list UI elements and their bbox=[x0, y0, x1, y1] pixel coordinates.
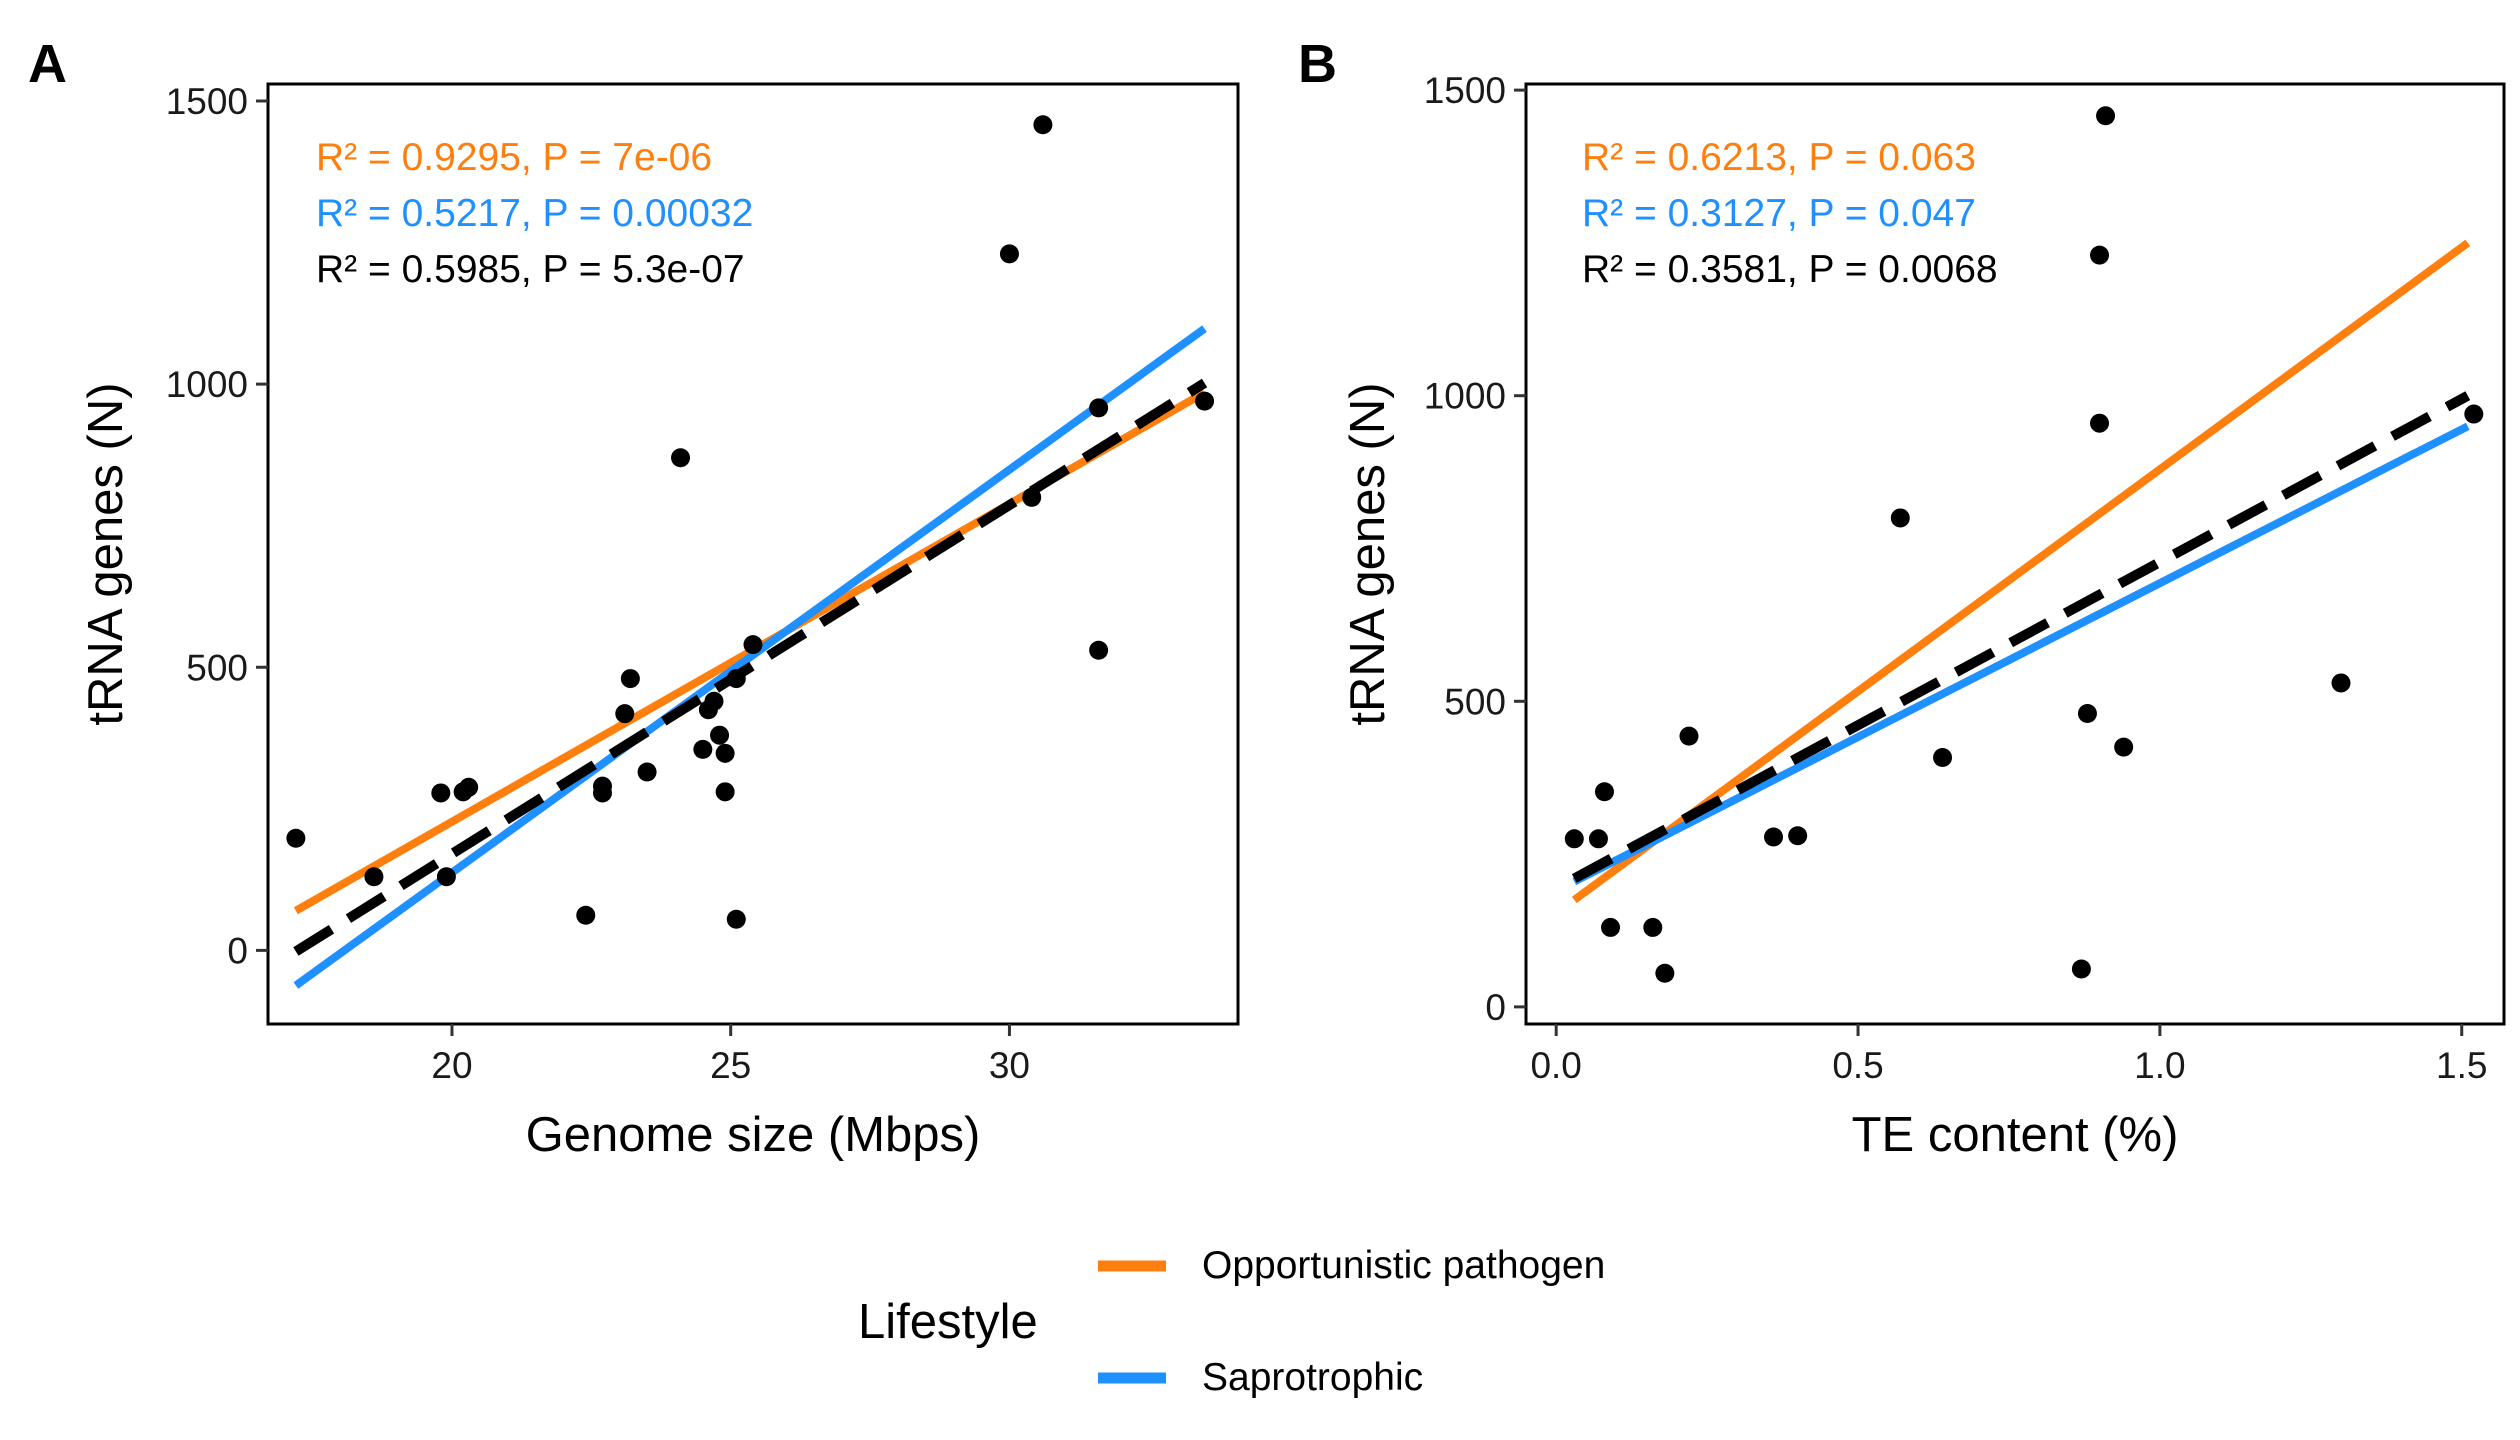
panel-a-y-tick-label-0: 0 bbox=[227, 930, 248, 971]
panel-a-annotation-saprotrophic: R² = 0.5217, P = 0.00032 bbox=[316, 192, 753, 235]
panel-a-point-17 bbox=[715, 743, 735, 763]
panel-b-fit-line-opportunistic bbox=[1571, 239, 2471, 904]
panel-a-y-axis-title: tRNA genes (N) bbox=[79, 382, 133, 725]
panel-a-point-5 bbox=[459, 777, 479, 797]
panel-a-point-25 bbox=[1089, 398, 1109, 418]
panel-a-point-11 bbox=[637, 762, 657, 782]
panel-a-x-tick-label-1: 25 bbox=[710, 1045, 751, 1086]
panel-a-point-1 bbox=[364, 867, 384, 887]
panel-b-annotation-overall: R² = 0.3581, P = 0.0068 bbox=[1582, 248, 1998, 291]
panel-a-annotation-opportunistic: R² = 0.9295, P = 7e-06 bbox=[316, 136, 712, 179]
panel-b-y-tick-label-1: 500 bbox=[1444, 681, 1506, 722]
panel-b-point-2 bbox=[1594, 782, 1614, 802]
panel-b-fit-line-overall bbox=[1571, 391, 2471, 883]
legend-label-saprotrophic: Saprotrophic bbox=[1202, 1356, 1423, 1399]
panel-b-point-3 bbox=[1601, 917, 1621, 937]
panel-b-x-tick-label-1: 0.5 bbox=[1832, 1045, 1883, 1086]
panel-a-annotation-overall: R² = 0.5985, P = 5.3e-07 bbox=[316, 248, 745, 291]
panel-b-point-9 bbox=[1890, 508, 1910, 528]
panel-b-point-4 bbox=[1643, 917, 1663, 937]
panel-b-annotation-saprotrophic: R² = 0.3127, P = 0.047 bbox=[1582, 192, 1976, 235]
panel-b-y-tick-label-3: 1500 bbox=[1424, 70, 1506, 111]
panel-a-x-axis-title: Genome size (Mbps) bbox=[526, 1108, 981, 1162]
panel-a-point-13 bbox=[693, 739, 713, 759]
panel-a-y-tick-label-1: 500 bbox=[186, 647, 248, 688]
legend-title: Lifestyle bbox=[858, 1295, 1038, 1349]
panel-b-point-6 bbox=[1679, 726, 1699, 746]
legend-label-opportunistic: Opportunistic pathogen bbox=[1202, 1244, 1605, 1287]
panel-a-point-16 bbox=[710, 725, 730, 745]
panel-a-point-27 bbox=[1195, 391, 1215, 411]
panel-b-point-15 bbox=[2096, 106, 2116, 126]
panel-b-point-5 bbox=[1655, 963, 1675, 983]
panel-a-point-18 bbox=[715, 782, 735, 802]
panel-a-x-ticks: 20 25 30 bbox=[431, 1024, 1030, 1086]
panel-a-point-21 bbox=[743, 635, 763, 655]
panel-a: A 20 25 30 0 500 1000 1500 R² = 0.9295, P = 7… bbox=[28, 34, 1240, 1162]
panel-b-point-1 bbox=[1588, 829, 1608, 849]
panel-b-point-11 bbox=[2071, 959, 2091, 979]
panel-b-point-0 bbox=[1564, 829, 1584, 849]
panel-b-point-17 bbox=[2331, 673, 2351, 693]
panel-a-points bbox=[286, 115, 1215, 929]
panel-b-point-18 bbox=[2464, 404, 2484, 424]
panel-a-point-6 bbox=[576, 905, 596, 925]
panel-a-point-9 bbox=[615, 704, 635, 724]
panel-a-letter: A bbox=[28, 34, 67, 94]
panel-a-y-ticks: 0 500 1000 1500 bbox=[166, 81, 268, 971]
panel-b-x-tick-label-0: 0.0 bbox=[1530, 1045, 1581, 1086]
panel-b-fit-lines bbox=[1571, 239, 2471, 904]
panel-b-x-axis-title: TE content (%) bbox=[1852, 1108, 2179, 1162]
panel-a-point-8 bbox=[592, 783, 612, 803]
panel-a-point-12 bbox=[671, 448, 691, 468]
panel-b-point-13 bbox=[2090, 413, 2110, 433]
panel-a-point-24 bbox=[1033, 115, 1053, 135]
panel-a-point-10 bbox=[620, 669, 640, 689]
panel-a-fit-line-saprotrophic bbox=[293, 325, 1207, 989]
panel-b-annotation-opportunistic: R² = 0.6213, P = 0.063 bbox=[1582, 136, 1976, 179]
panel-a-point-3 bbox=[436, 867, 456, 887]
panel-b-fit-line-saprotrophic bbox=[1572, 422, 2470, 886]
panel-a-point-2 bbox=[431, 783, 451, 803]
panel-a-x-tick-label-0: 20 bbox=[431, 1045, 472, 1086]
panel-a-point-15 bbox=[704, 691, 724, 711]
panel-a-point-20 bbox=[726, 909, 746, 929]
panel-a-point-26 bbox=[1089, 640, 1109, 660]
panel-b-point-16 bbox=[2114, 737, 2134, 757]
panel-b-points bbox=[1564, 106, 2484, 983]
panel-b-point-12 bbox=[2077, 704, 2097, 724]
panel-b-x-ticks: 0.0 0.5 1.0 1.5 bbox=[1530, 1024, 2487, 1086]
panel-b-x-tick-label-3: 1.5 bbox=[2436, 1045, 2487, 1086]
panel-a-y-tick-label-2: 1000 bbox=[166, 364, 248, 405]
panel-b-y-axis-title: tRNA genes (N) bbox=[1341, 382, 1395, 725]
panel-a-point-23 bbox=[1022, 487, 1042, 507]
panel-a-y-tick-label-3: 1500 bbox=[166, 81, 248, 122]
panel-b: B 0.0 0.5 1.0 1.5 0 500 1000 1500 R² = 0.6213,… bbox=[1298, 34, 2506, 1162]
panel-a-point-22 bbox=[999, 244, 1019, 264]
panel-b-frame bbox=[1524, 82, 2506, 1026]
panel-a-x-tick-label-2: 30 bbox=[989, 1045, 1030, 1086]
panel-b-x-tick-label-2: 1.0 bbox=[2134, 1045, 2185, 1086]
panel-b-point-8 bbox=[1788, 826, 1808, 846]
panel-b-y-tick-label-0: 0 bbox=[1485, 987, 1506, 1028]
panel-b-y-tick-label-2: 1000 bbox=[1424, 376, 1506, 417]
panel-b-point-14 bbox=[2090, 245, 2110, 265]
panel-b-y-ticks: 0 500 1000 1500 bbox=[1424, 70, 1526, 1028]
legend: Lifestyle Opportunistic pathogen Saprotr… bbox=[858, 1244, 1605, 1399]
panel-b-point-10 bbox=[1933, 748, 1953, 768]
panel-a-frame bbox=[266, 82, 1240, 1026]
panel-a-point-0 bbox=[286, 828, 306, 848]
panel-a-fit-lines bbox=[293, 325, 1208, 989]
panel-a-point-19 bbox=[726, 669, 746, 689]
panel-b-letter: B bbox=[1298, 34, 1337, 94]
panel-a-fit-line-overall bbox=[293, 378, 1208, 956]
panel-b-point-7 bbox=[1764, 827, 1784, 847]
